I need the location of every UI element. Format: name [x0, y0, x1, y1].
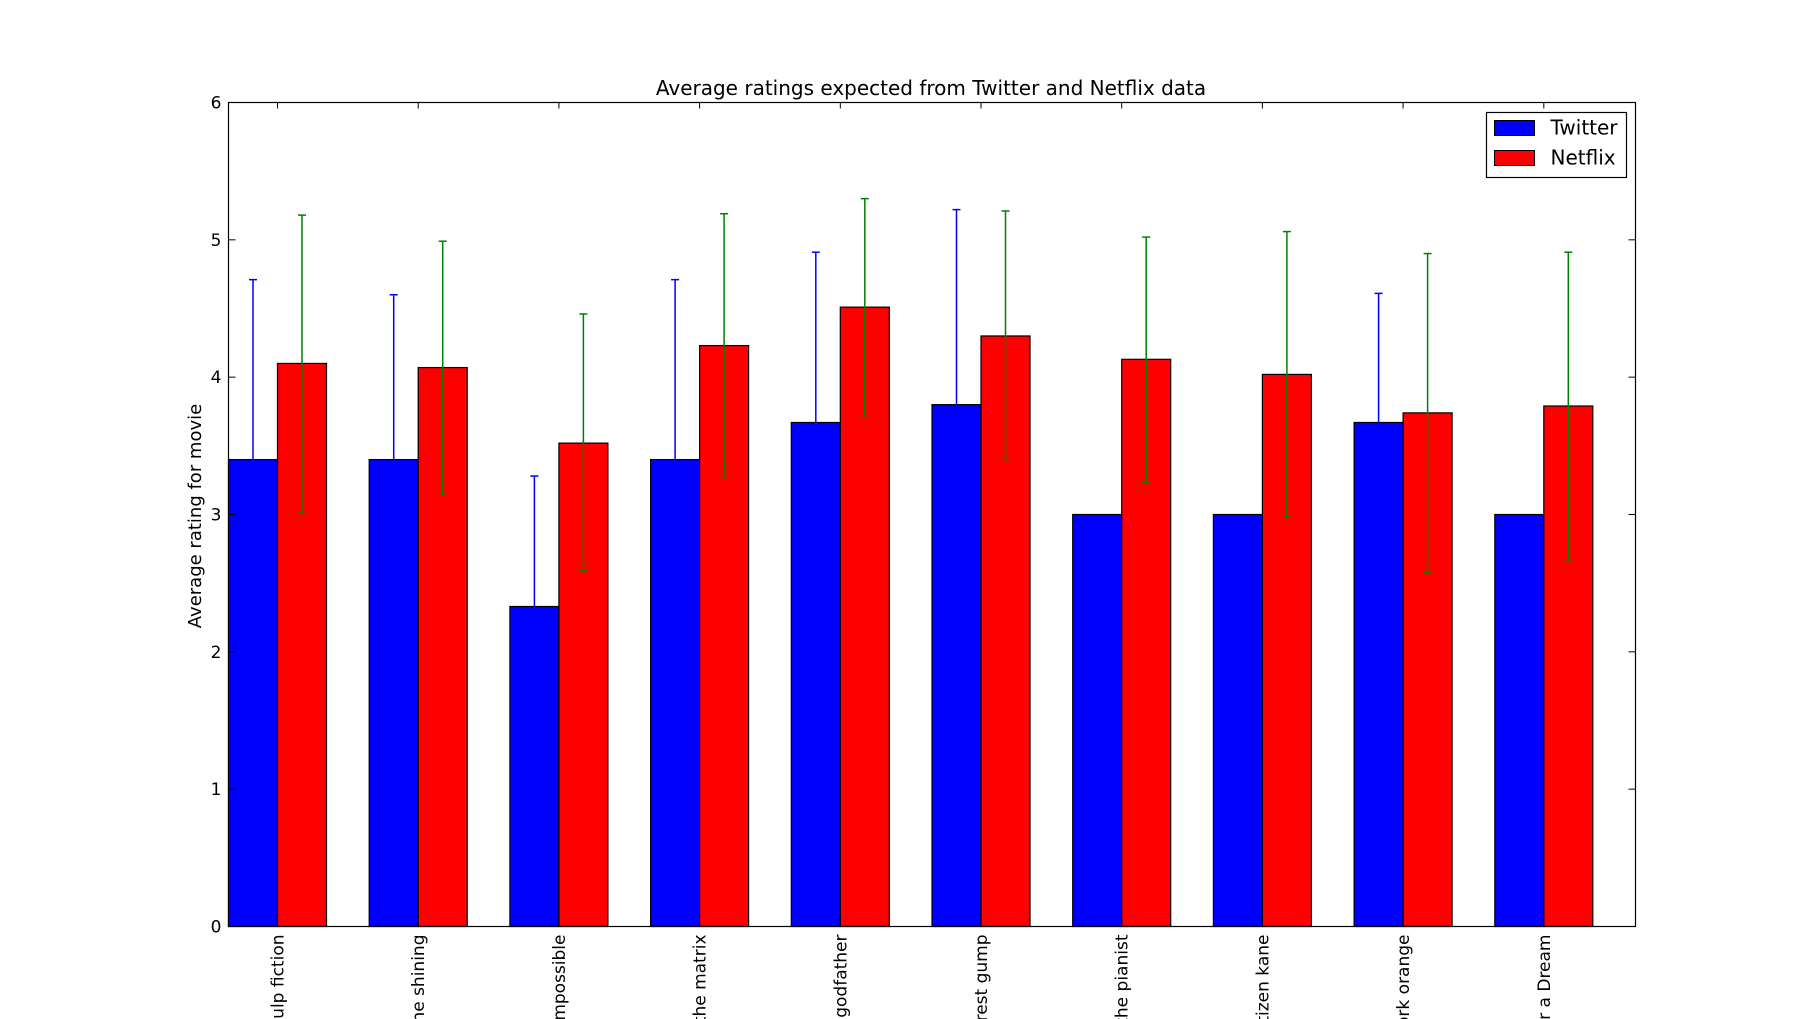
twitter-bar-3	[649, 458, 701, 928]
y-tick-label-1: 1	[211, 780, 222, 800]
y-tick-label-6: 6	[211, 94, 222, 114]
x-tick-label-3: the matrix	[691, 935, 711, 1019]
x-tick-label-7: citizen kane	[1253, 935, 1273, 1019]
twitter-bar-7	[1212, 513, 1264, 928]
plot-frame	[227, 101, 1637, 928]
y-axis-label: Average rating for movie	[185, 404, 206, 628]
twitter-bar-0	[227, 458, 279, 928]
x-tick-label-8: work orange	[1394, 935, 1414, 1019]
twitter-bar-2	[509, 605, 560, 928]
twitter-bar-9	[1494, 513, 1545, 928]
bars-layer	[227, 306, 1594, 928]
twitter-legend-label: Twitter	[1550, 116, 1619, 140]
chart-title: Average ratings expected from Twitter an…	[656, 76, 1206, 100]
y-tick-label-0: 0	[211, 918, 222, 938]
twitter-bar-1	[368, 458, 419, 928]
twitter-legend-swatch	[1494, 120, 1535, 136]
twitter-bar-5	[931, 404, 982, 928]
error-bars-layer	[249, 197, 1573, 607]
netflix-legend-swatch	[1494, 150, 1535, 166]
x-tick-label-9: for a Dream	[1535, 935, 1555, 1019]
twitter-bar-6	[1072, 513, 1123, 928]
legend: Twitter Netflix	[1485, 111, 1628, 179]
y-tick-label-5: 5	[211, 231, 222, 251]
twitter-bar-8	[1353, 421, 1404, 928]
netflix-legend-label: Netflix	[1551, 146, 1616, 170]
x-tick-label-1: the shining	[409, 935, 429, 1019]
x-tick-label-2: impossible	[550, 935, 570, 1019]
x-tick-label-5: orrest gump	[972, 935, 992, 1019]
x-tick-label-4: e godfather	[831, 934, 851, 1019]
x-tick-label-6: the pianist	[1113, 934, 1133, 1019]
y-tick-label-2: 2	[211, 643, 222, 663]
y-tick-label-4: 4	[211, 368, 222, 388]
x-tick-label-0: pulp fiction	[269, 935, 289, 1019]
twitter-bar-4	[790, 421, 841, 928]
y-tick-label-3: 3	[211, 506, 222, 526]
